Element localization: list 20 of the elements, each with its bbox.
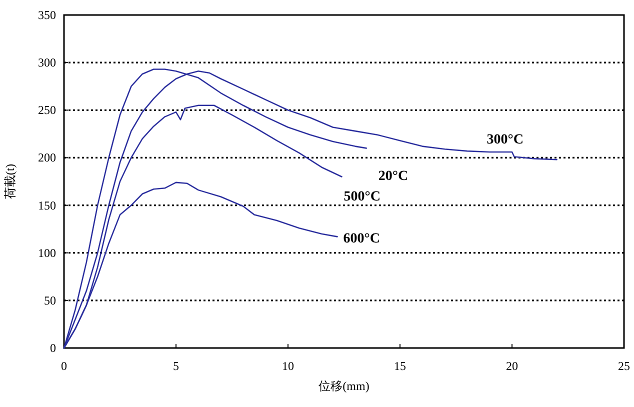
y-tick-label: 350 xyxy=(38,8,56,22)
series-label: 600°C xyxy=(343,232,380,247)
y-tick-label: 0 xyxy=(50,341,56,355)
y-tick-label: 300 xyxy=(38,56,56,70)
y-tick-label: 150 xyxy=(38,198,56,212)
x-tick-label: 25 xyxy=(618,359,630,373)
y-tick-label: 50 xyxy=(44,293,56,308)
x-axis-title: 位移(mm) xyxy=(318,379,370,393)
y-tick-label: 200 xyxy=(38,150,56,165)
x-tick-label: 15 xyxy=(394,359,406,373)
x-tick-label: 5 xyxy=(173,359,179,373)
x-tick-label: 20 xyxy=(506,359,518,373)
series-label: 500°C xyxy=(344,190,380,205)
y-tick-label: 250 xyxy=(38,103,56,118)
series-label: 20°C xyxy=(378,169,408,184)
x-tick-label: 10 xyxy=(282,359,294,373)
series-label: 300°C xyxy=(486,132,524,148)
y-tick-label: 100 xyxy=(38,246,56,260)
x-tick-label: 0 xyxy=(61,359,67,373)
y-axis-title: 荷載(t) xyxy=(3,164,17,200)
